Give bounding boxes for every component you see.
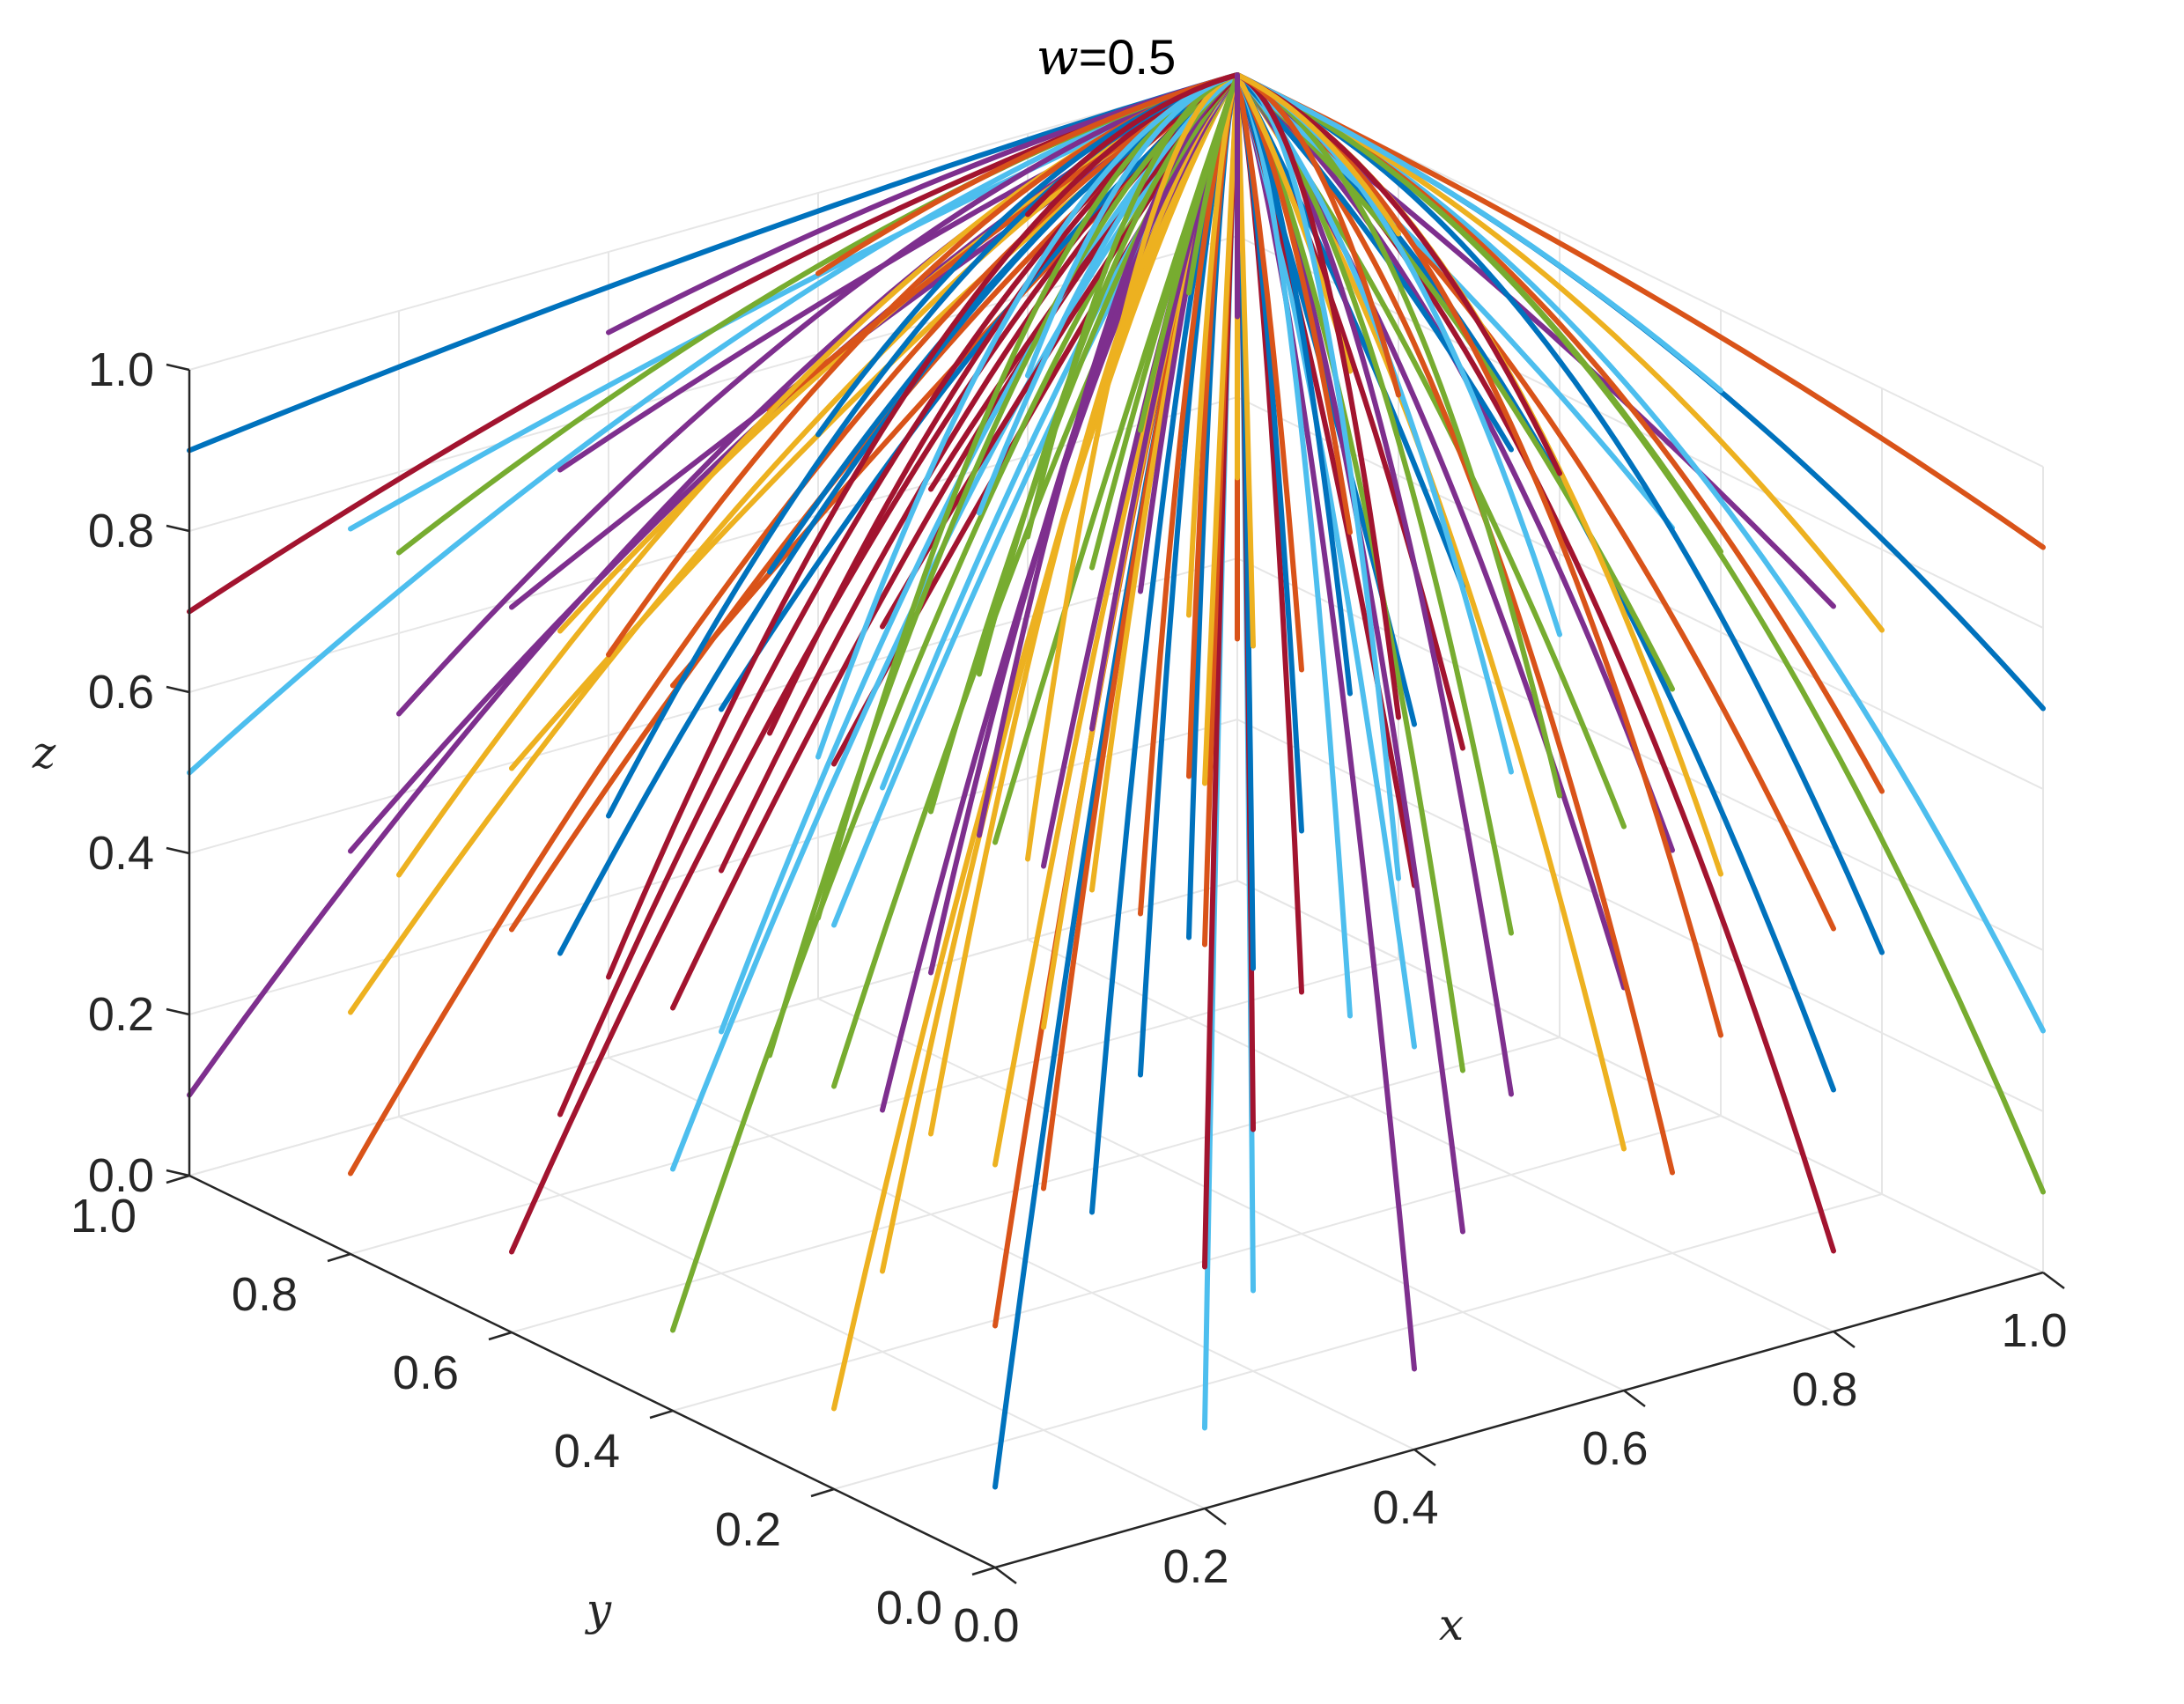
y-tick-label: 0.4 bbox=[554, 1425, 620, 1478]
y-tick-mark bbox=[649, 1409, 674, 1420]
z-tick-label: 0.0 bbox=[88, 1149, 154, 1202]
grid-line bbox=[817, 998, 1625, 1391]
z-tick-label: 0.2 bbox=[88, 988, 154, 1041]
x-tick-mark bbox=[1204, 1508, 1227, 1525]
z-tick-label: 0.6 bbox=[88, 666, 154, 719]
y-tick-label: 0.8 bbox=[232, 1268, 298, 1321]
x-tick-label: 0.6 bbox=[1582, 1422, 1648, 1475]
z-tick-label: 1.0 bbox=[88, 343, 154, 396]
grid-line bbox=[1236, 719, 2044, 1112]
x-tick-label: 0.0 bbox=[953, 1599, 1019, 1652]
y-axis-line bbox=[188, 1174, 996, 1569]
grid-line bbox=[398, 1116, 1206, 1509]
grid-line bbox=[1236, 557, 2044, 951]
y-tick-label: 1.0 bbox=[70, 1190, 136, 1243]
z-tick-mark bbox=[166, 524, 190, 533]
trajectory-curve bbox=[1235, 72, 1401, 237]
grid-lines bbox=[188, 74, 2044, 1568]
chart-title-variable: w bbox=[1037, 29, 1079, 86]
grid-line bbox=[1027, 939, 1834, 1332]
z-tick-mark bbox=[166, 363, 190, 372]
x-tick-label: 0.8 bbox=[1791, 1363, 1857, 1416]
x-tick-mark bbox=[2042, 1272, 2065, 1289]
grid-line bbox=[1236, 880, 2044, 1273]
z-tick-mark bbox=[166, 846, 190, 855]
grid-line bbox=[188, 74, 1238, 371]
y-tick-mark bbox=[488, 1331, 513, 1341]
x-axis-label: x bbox=[1439, 1599, 1464, 1650]
chart-title: w=0.5 bbox=[1037, 29, 1177, 86]
z-tick-mark bbox=[166, 1169, 190, 1177]
y-tick-label: 0.6 bbox=[393, 1346, 459, 1399]
y-axis-label: y bbox=[585, 1584, 612, 1635]
grid-line bbox=[833, 1193, 1883, 1490]
x-tick-label: 0.4 bbox=[1372, 1481, 1438, 1534]
y-tick-mark bbox=[327, 1252, 351, 1263]
x-tick-mark bbox=[1623, 1390, 1646, 1407]
x-tick-label: 1.0 bbox=[2001, 1304, 2067, 1357]
z-tick-label: 0.4 bbox=[88, 827, 154, 880]
y-tick-mark bbox=[971, 1566, 996, 1576]
z-axis-label: z bbox=[32, 727, 56, 778]
trajectory-curve bbox=[1186, 72, 1240, 296]
trajectory-curve bbox=[1025, 72, 1240, 218]
z-tick-mark bbox=[166, 685, 190, 694]
trajectory-curve bbox=[1235, 72, 1514, 453]
x-tick-mark bbox=[994, 1567, 1017, 1584]
grid-line bbox=[1236, 396, 2044, 790]
y-tick-label: 0.0 bbox=[876, 1582, 942, 1634]
trajectory-curve bbox=[1235, 72, 1353, 374]
z-tick-label: 0.8 bbox=[88, 505, 154, 557]
y-tick-mark bbox=[810, 1487, 835, 1498]
x-tick-mark bbox=[1413, 1449, 1436, 1466]
y-tick-label: 0.2 bbox=[715, 1503, 781, 1556]
x-tick-label: 0.2 bbox=[1162, 1540, 1228, 1593]
z-tick-mark bbox=[166, 1007, 190, 1016]
grid-line bbox=[188, 880, 1238, 1177]
grid-line bbox=[672, 1115, 1722, 1412]
x-tick-mark bbox=[1833, 1331, 1856, 1348]
tick-labels: 0.00.20.40.60.81.00.00.20.40.60.81.00.00… bbox=[70, 343, 2068, 1652]
chart-title-value: =0.5 bbox=[1079, 29, 1177, 85]
y-tick-mark bbox=[166, 1174, 190, 1184]
axes bbox=[166, 363, 2065, 1584]
grid-line bbox=[608, 1057, 1415, 1450]
trajectory-curves bbox=[187, 72, 2046, 1490]
x-axis-line bbox=[994, 1271, 2044, 1569]
grid-line bbox=[188, 557, 1238, 854]
trajectory-curve bbox=[1235, 72, 1304, 673]
grid-line bbox=[350, 958, 1399, 1255]
